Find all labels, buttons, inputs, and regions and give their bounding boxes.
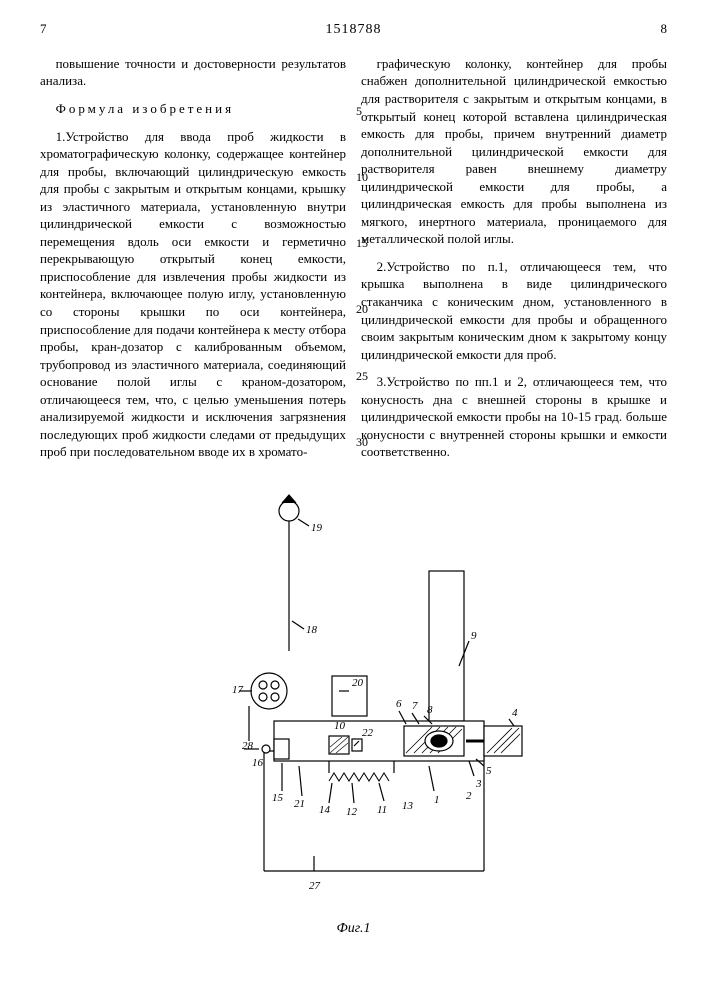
part-label: 20 <box>352 677 364 689</box>
part-label: 7 <box>412 700 418 712</box>
line-marker: 10 <box>356 169 368 185</box>
part-label: 5 <box>486 765 492 777</box>
line-number-gutter: 5 10 15 20 25 30 <box>356 55 368 450</box>
line-marker: 5 <box>356 103 368 119</box>
part-label: 8 <box>427 704 433 716</box>
line-marker: 15 <box>356 235 368 251</box>
part-label: 15 <box>272 792 284 804</box>
part-label: 2 <box>466 790 472 802</box>
line-marker: 30 <box>356 434 368 450</box>
claim-1-left: 1.Устройство для ввода проб жидкости в х… <box>40 128 346 461</box>
part-label: 13 <box>402 800 414 812</box>
intro-text: повышение точности и достоверности резул… <box>40 55 346 90</box>
line-marker: 25 <box>356 368 368 384</box>
part-label: 17 <box>232 684 244 696</box>
part-label: 27 <box>309 880 321 892</box>
figure-container: 19 18 17 28 9 8 7 6 4 5 3 2 1 13 11 12 1… <box>40 491 667 939</box>
claim-1-right: графическую колонку, контейнер для пробы… <box>361 55 667 248</box>
claim-3: 3.Устройство по пп.1 и 2, отличающееся т… <box>361 373 667 461</box>
page-header: 7 1518788 8 <box>40 20 667 40</box>
part-label: 18 <box>306 624 318 636</box>
part-label: 14 <box>319 804 331 816</box>
document-number: 1518788 <box>326 21 382 40</box>
formula-title: Формула изобретения <box>40 100 346 118</box>
part-label: 9 <box>471 630 477 642</box>
right-column: 5 10 15 20 25 30 графическую колонку, ко… <box>361 55 667 471</box>
part-label: 12 <box>346 806 358 818</box>
page-number-left: 7 <box>40 20 47 38</box>
part-label: 1 <box>434 794 440 806</box>
line-marker: 20 <box>356 301 368 317</box>
figure-diagram: 19 18 17 28 9 8 7 6 4 5 3 2 1 13 11 12 1… <box>174 491 534 911</box>
part-label: 28 <box>242 740 254 752</box>
part-label: 6 <box>396 698 402 710</box>
text-columns: повышение точности и достоверности резул… <box>40 55 667 471</box>
part-label: 16 <box>252 757 264 769</box>
part-label: 3 <box>475 778 482 790</box>
figure-label: Фиг.1 <box>40 920 667 939</box>
page-number-right: 8 <box>661 20 668 38</box>
part-label: 22 <box>362 727 374 739</box>
part-label: 21 <box>294 798 305 810</box>
part-label: 19 <box>311 522 323 534</box>
part-label: 10 <box>334 720 346 732</box>
claim-2: 2.Устройство по п.1, отличающееся тем, ч… <box>361 258 667 363</box>
part-label: 4 <box>512 707 518 719</box>
left-column: повышение точности и достоверности резул… <box>40 55 346 471</box>
part-label: 11 <box>377 804 387 816</box>
